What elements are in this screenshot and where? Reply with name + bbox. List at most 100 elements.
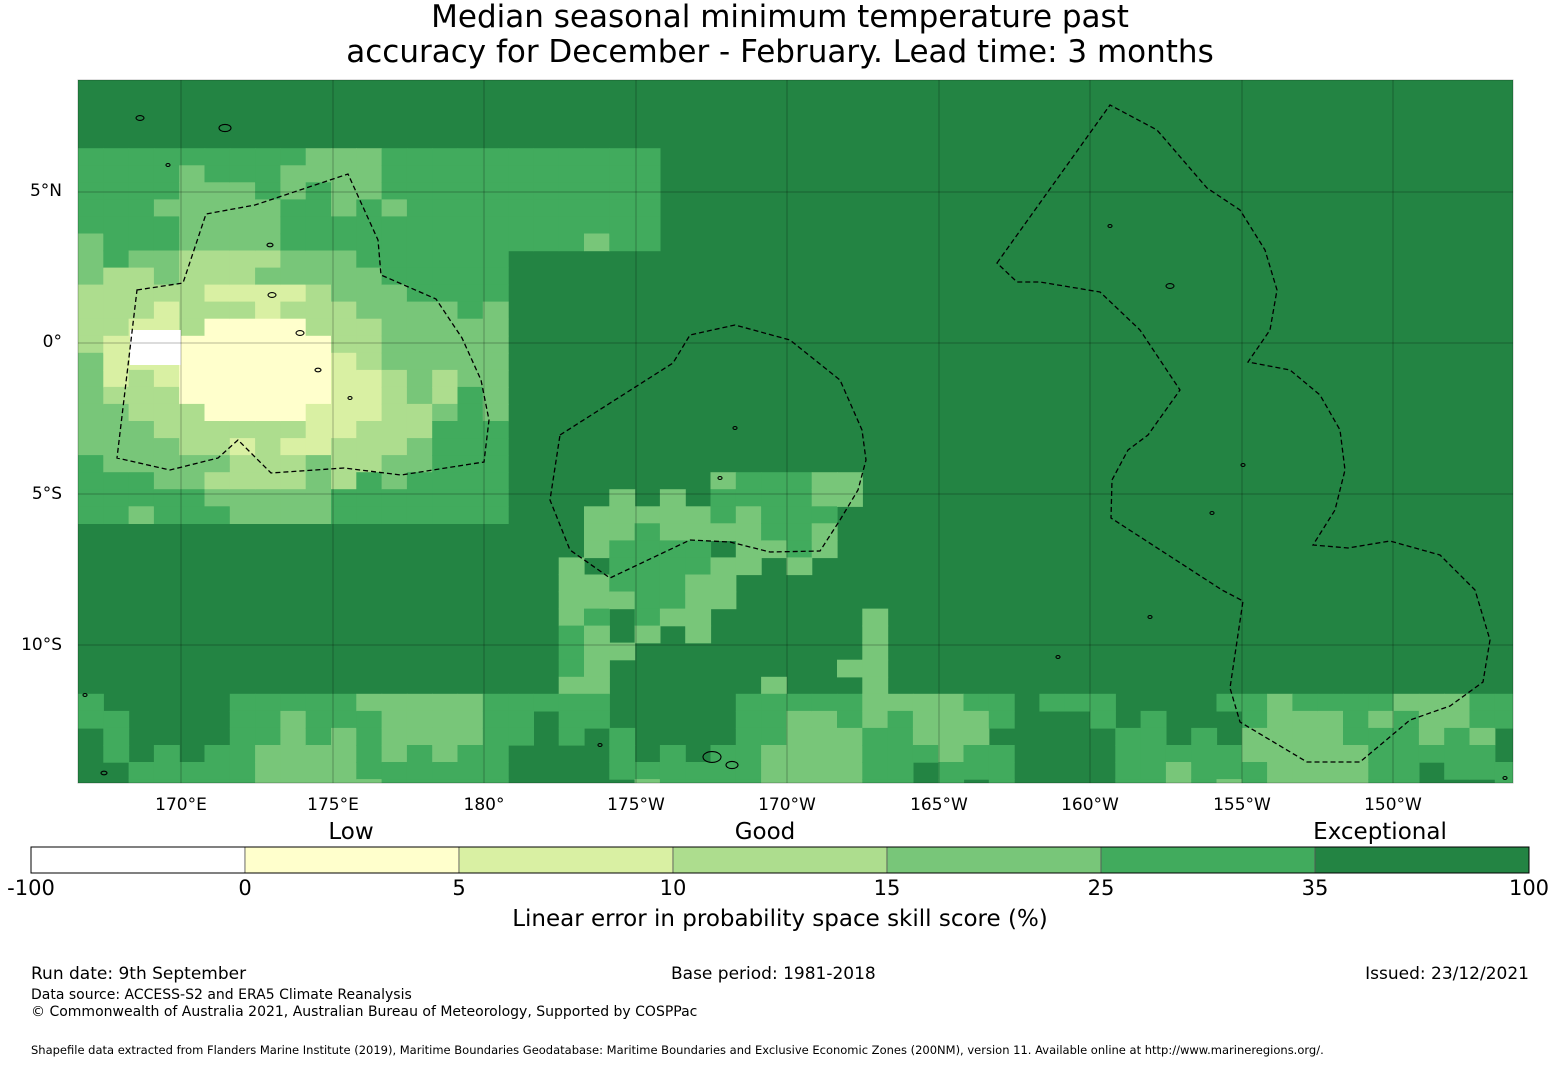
skill-cell [584, 659, 610, 678]
skill-cell [179, 318, 206, 337]
skill-cell [1191, 762, 1218, 780]
skill-cell [255, 506, 281, 524]
skill-cell [457, 165, 484, 183]
skill-cell [1267, 710, 1293, 729]
skill-cell [482, 335, 509, 354]
skill-cell [1267, 693, 1293, 712]
skill-cell [280, 421, 307, 439]
skill-cell [78, 352, 104, 371]
skill-cell [432, 165, 459, 183]
skill-cell [356, 148, 383, 166]
skill-cell [457, 472, 484, 490]
skill-cell [609, 574, 636, 593]
skill-cell [634, 608, 661, 627]
skill-cell [305, 284, 332, 303]
skill-cell [381, 267, 408, 286]
skill-cell [609, 727, 636, 746]
skill-cell [1090, 693, 1116, 712]
skill-cell [179, 506, 206, 524]
skill-cell [305, 489, 332, 507]
skill-cell [761, 472, 787, 490]
skill-cell [963, 693, 990, 712]
skill-cell [331, 250, 357, 269]
skill-cell [685, 591, 712, 610]
colorbar-segment [244, 846, 460, 874]
skill-cell [1241, 779, 1268, 783]
skill-cell [1292, 710, 1319, 729]
skill-cell [1393, 727, 1420, 746]
island-outline [597, 742, 603, 748]
skill-cell [482, 727, 509, 746]
skill-cell [786, 506, 813, 524]
skill-cell [356, 745, 383, 763]
skill-cell [735, 506, 762, 524]
skill-cell [432, 301, 459, 320]
skill-cell [356, 352, 383, 371]
skill-cell [1368, 727, 1395, 746]
skill-cell [735, 762, 762, 780]
skill-cell [381, 727, 408, 746]
skill-cell [887, 727, 914, 746]
skill-cell [356, 403, 383, 422]
skill-cell [710, 762, 737, 780]
skill-cell [659, 745, 686, 763]
skill-cell [609, 762, 636, 780]
skill-cell [1418, 710, 1445, 729]
skill-cell [1216, 762, 1243, 780]
skill-cell [457, 335, 484, 354]
skill-cell [255, 148, 281, 166]
skill-cell [381, 335, 408, 354]
skill-cell [204, 386, 231, 405]
skill-cell [988, 710, 1015, 729]
skill-cell [786, 693, 813, 712]
skill-cell [508, 165, 534, 183]
skill-cell [204, 267, 231, 286]
skill-cell [761, 523, 787, 541]
skill-cell [609, 489, 636, 507]
skill-cell [153, 403, 180, 422]
skill-cell [508, 693, 534, 712]
skill-cell [381, 233, 408, 252]
skill-cell [457, 267, 484, 286]
skill-cell [1393, 779, 1420, 783]
skill-cell [179, 165, 206, 183]
skill-cell [229, 455, 256, 473]
skill-cell [381, 301, 408, 320]
skill-cell [811, 472, 838, 490]
skill-cell [508, 216, 534, 235]
skill-cell [381, 693, 408, 712]
skill-cell [229, 762, 256, 780]
skill-cell [204, 489, 231, 507]
skill-cell [710, 779, 737, 783]
skill-cell [1267, 779, 1293, 783]
skill-cell [862, 676, 889, 695]
skill-cell [153, 438, 180, 456]
skill-cell [229, 148, 256, 166]
skill-cell [1191, 727, 1218, 746]
skill-cell [1317, 693, 1344, 712]
skill-cell [811, 540, 838, 559]
skill-cell [609, 557, 636, 576]
skill-cell [558, 676, 585, 695]
skill-cell [280, 386, 307, 405]
skill-cell [584, 608, 610, 627]
skill-cell [761, 762, 787, 780]
skill-cell [128, 472, 155, 490]
base-period: Base period: 1981-2018 [671, 964, 876, 984]
skill-cell [482, 403, 509, 422]
skill-cell [584, 693, 610, 712]
skill-cell [103, 472, 130, 490]
skill-cell [558, 693, 585, 712]
skill-cell [1494, 762, 1513, 780]
skill-cell [331, 710, 357, 729]
title-line-1: Median seasonal minimum temperature past [431, 0, 1129, 35]
skill-cell [406, 745, 433, 763]
skill-cell [685, 523, 712, 541]
skill-cell [331, 369, 357, 388]
skill-cell [204, 318, 231, 337]
skill-cell [761, 540, 787, 559]
skill-cell [153, 148, 180, 166]
skill-cell [331, 386, 357, 405]
lon-label-150w: 150°W [1364, 795, 1422, 815]
skill-cell [1469, 710, 1496, 729]
